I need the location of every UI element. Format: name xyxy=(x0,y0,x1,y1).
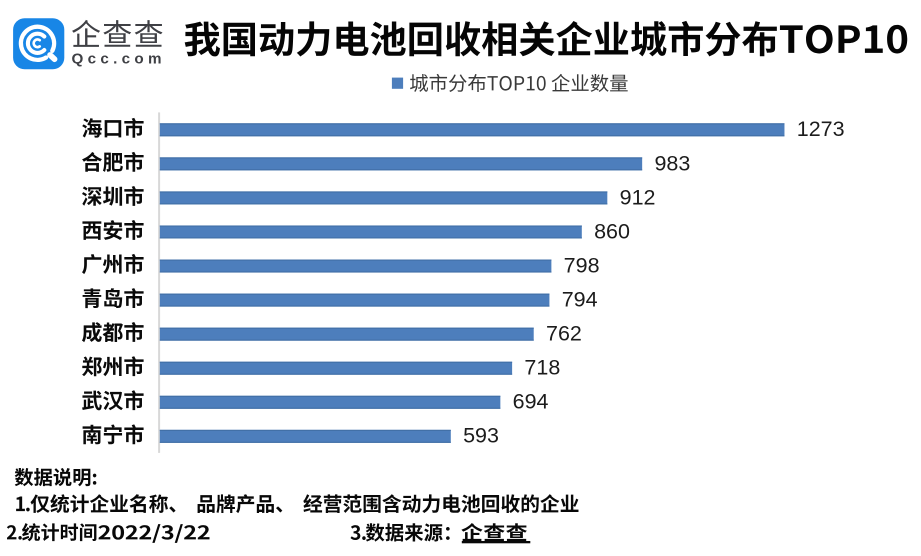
svg-text:593: 593 xyxy=(463,424,499,448)
svg-text:762: 762 xyxy=(546,322,582,346)
svg-text:1273: 1273 xyxy=(797,117,845,141)
svg-text:798: 798 xyxy=(564,253,600,277)
svg-text:718: 718 xyxy=(524,356,560,380)
svg-text:983: 983 xyxy=(654,151,690,175)
svg-text:912: 912 xyxy=(620,185,656,209)
svg-text:860: 860 xyxy=(594,219,630,243)
svg-text:794: 794 xyxy=(562,288,598,312)
svg-text:694: 694 xyxy=(513,390,549,414)
svg-text:Qcc.com: Qcc.com xyxy=(72,51,166,68)
